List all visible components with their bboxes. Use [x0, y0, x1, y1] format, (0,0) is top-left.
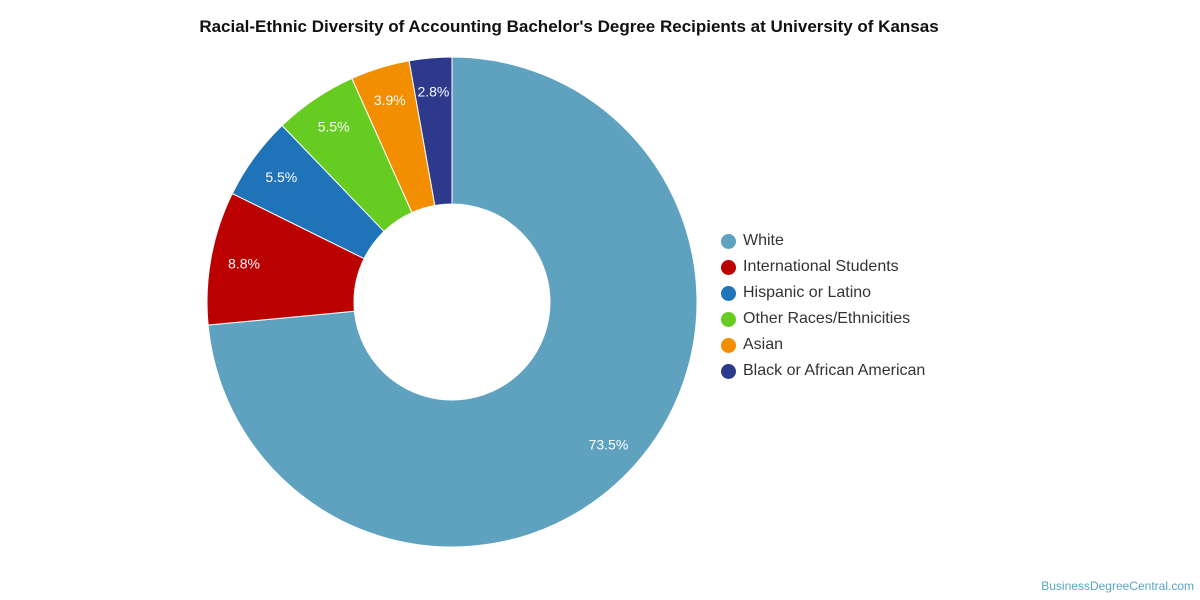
chart-title: Racial-Ethnic Diversity of Accounting Ba…: [199, 17, 939, 36]
slice-label-international-students: 8.8%: [228, 256, 260, 272]
legend-item-white[interactable]: White: [721, 228, 925, 254]
legend-item-international-students[interactable]: International Students: [721, 254, 925, 280]
legend-swatch-icon: [721, 259, 736, 275]
legend-label: White: [743, 232, 784, 249]
legend-label: International Students: [743, 258, 899, 275]
slices-group: [206, 56, 698, 548]
slice-label-other-races-ethnicities: 5.5%: [318, 119, 350, 135]
legend-label: Other Races/Ethnicities: [743, 310, 911, 327]
legend-item-black-or-african-american[interactable]: Black or African American: [721, 358, 925, 384]
slice-label-white: 73.5%: [589, 436, 629, 452]
legend-swatch-icon: [721, 233, 736, 249]
slice-black-or-african-american[interactable]: [408, 56, 453, 207]
slice-labels-group: 73.5% 8.8% 5.5% 5.5% 3.9% 2.8%: [228, 83, 628, 452]
legend-label: Hispanic or Latino: [743, 284, 872, 301]
legend: White International Students Hispanic or L…: [721, 228, 925, 384]
legend-swatch-icon: [721, 363, 736, 379]
legend-label: Black or African American: [743, 362, 926, 379]
legend-item-hispanic-or-latino[interactable]: Hispanic or Latino: [721, 280, 925, 306]
site-credit[interactable]: BusinessDegreeCentral.com: [1041, 579, 1194, 593]
legend-label: Asian: [743, 336, 784, 353]
slice-white[interactable]: [207, 56, 698, 548]
legend-swatch-icon: [721, 337, 736, 353]
legend-item-other-races-ethnicities[interactable]: Other Races/Ethnicities: [721, 306, 925, 332]
slice-label-hispanic-or-latino: 5.5%: [265, 169, 297, 185]
legend-swatch-icon: [721, 311, 736, 327]
legend-item-asian[interactable]: Asian: [721, 332, 925, 358]
slice-label-asian: 3.9%: [374, 92, 406, 108]
slice-label-black-or-african-american: 2.8%: [417, 83, 449, 99]
legend-swatch-icon: [721, 285, 736, 301]
